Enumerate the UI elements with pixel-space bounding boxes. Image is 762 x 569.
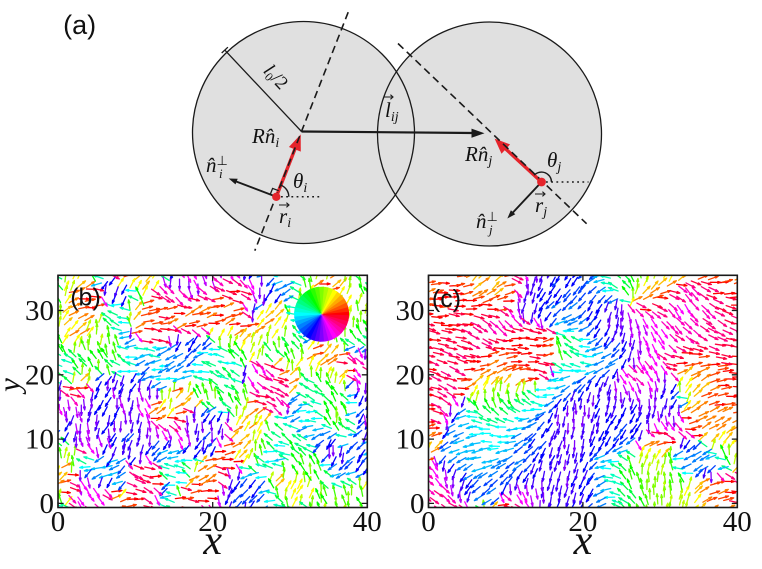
svg-text:j: j	[487, 222, 493, 237]
svg-text:30: 30	[25, 295, 54, 327]
svg-text:(b): (b)	[70, 284, 101, 312]
svg-text:20: 20	[396, 359, 425, 391]
svg-text:20: 20	[568, 506, 597, 538]
svg-text:Rn̂i: Rn̂i	[251, 124, 279, 151]
svg-text:0: 0	[410, 488, 425, 520]
svg-text:(c): (c)	[432, 285, 461, 313]
svg-text:(a): (a)	[63, 10, 96, 40]
svg-text:30: 30	[396, 295, 425, 327]
svg-text:Rn̂j: Rn̂j	[464, 142, 492, 169]
svg-text:0: 0	[51, 506, 66, 538]
svg-text:x: x	[202, 518, 222, 564]
svg-text:10: 10	[25, 424, 54, 456]
svg-text:0: 0	[421, 506, 436, 538]
svg-text:y: y	[0, 378, 27, 395]
svg-text:20: 20	[198, 506, 227, 538]
svg-text:20: 20	[25, 359, 54, 391]
svg-text:0: 0	[40, 488, 55, 520]
svg-text:i: i	[219, 166, 223, 181]
svg-text:x: x	[573, 518, 593, 564]
svg-text:40: 40	[353, 506, 382, 538]
svg-text:10: 10	[396, 424, 425, 456]
svg-text:40: 40	[723, 506, 752, 538]
